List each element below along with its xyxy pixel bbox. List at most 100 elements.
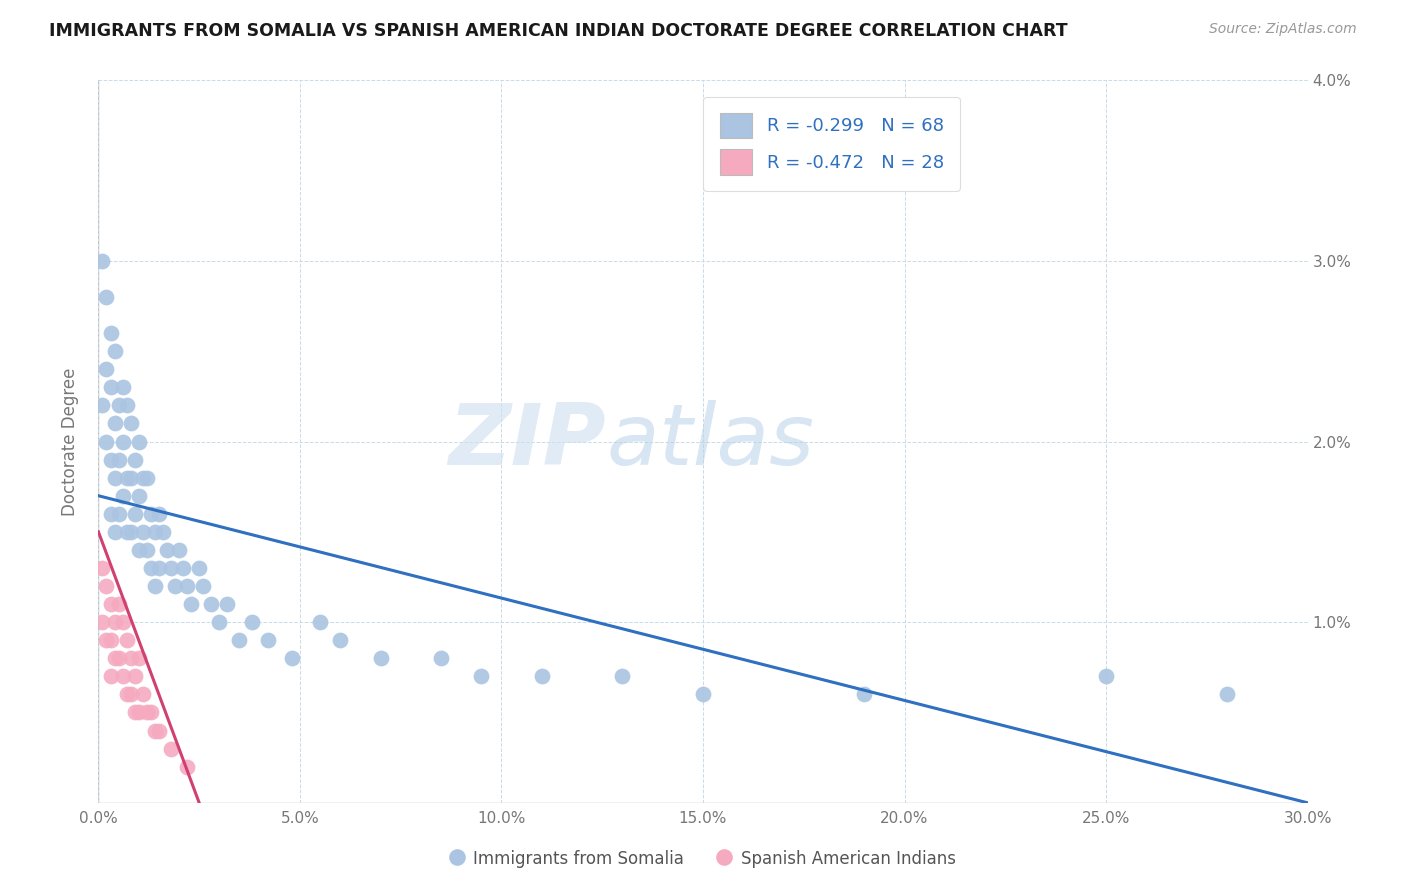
Point [124, 669, 146, 683]
Point [103, 615, 125, 630]
Point [115, 633, 138, 648]
Point [120, 651, 142, 665]
Point [111, 380, 134, 394]
Point [1216, 687, 1239, 701]
Point [281, 651, 304, 665]
Point [172, 561, 194, 575]
Point [132, 471, 155, 485]
Text: atlas: atlas [606, 400, 814, 483]
Point [139, 507, 162, 521]
Point [115, 687, 138, 701]
Point [1095, 669, 1118, 683]
Text: ZIP: ZIP [449, 400, 606, 483]
Point [530, 669, 553, 683]
Text: Source: ZipAtlas.com: Source: ZipAtlas.com [1209, 22, 1357, 37]
Point [128, 651, 150, 665]
Point [139, 561, 162, 575]
Point [180, 597, 202, 611]
Point [107, 452, 129, 467]
Point [91, 253, 114, 268]
Point [100, 326, 122, 340]
Point [103, 417, 125, 431]
Point [612, 669, 634, 683]
Point [135, 471, 157, 485]
Point [128, 706, 150, 720]
Point [143, 579, 166, 593]
Point [132, 687, 155, 701]
Point [240, 615, 263, 630]
Point [100, 452, 122, 467]
Point [124, 507, 146, 521]
Point [132, 524, 155, 539]
Point [163, 579, 186, 593]
Point [120, 471, 142, 485]
Point [107, 398, 129, 412]
Point [167, 542, 190, 557]
Point [91, 615, 114, 630]
Point [139, 706, 162, 720]
Point [193, 579, 215, 593]
Text: IMMIGRANTS FROM SOMALIA VS SPANISH AMERICAN INDIAN DOCTORATE DEGREE CORRELATION : IMMIGRANTS FROM SOMALIA VS SPANISH AMERI… [49, 22, 1067, 40]
Point [135, 542, 157, 557]
Point [128, 489, 150, 503]
Point [853, 687, 876, 701]
Point [115, 524, 138, 539]
Point [96, 579, 118, 593]
Point [470, 669, 492, 683]
Point [91, 398, 114, 412]
Point [103, 471, 125, 485]
Point [107, 597, 129, 611]
Point [111, 615, 134, 630]
Point [200, 597, 222, 611]
Point [120, 524, 142, 539]
Point [124, 452, 146, 467]
Point [430, 651, 453, 665]
Point [91, 561, 114, 575]
Point [208, 615, 231, 630]
Point [100, 507, 122, 521]
Point [115, 398, 138, 412]
Point [329, 633, 352, 648]
Point [309, 615, 332, 630]
Point [188, 561, 211, 575]
Point [152, 524, 174, 539]
Point [111, 669, 134, 683]
Point [148, 507, 170, 521]
Point [148, 561, 170, 575]
Point [370, 651, 392, 665]
Point [228, 633, 250, 648]
Point [148, 723, 170, 738]
Point [96, 633, 118, 648]
Y-axis label: Doctorate Degree: Doctorate Degree [60, 368, 79, 516]
Point [135, 706, 157, 720]
Point [124, 706, 146, 720]
Point [128, 542, 150, 557]
Point [120, 417, 142, 431]
Point [176, 760, 198, 774]
Point [692, 687, 714, 701]
Point [96, 362, 118, 376]
Point [128, 434, 150, 449]
Point [103, 344, 125, 359]
Point [111, 434, 134, 449]
Point [100, 597, 122, 611]
Point [103, 524, 125, 539]
Point [115, 471, 138, 485]
Point [111, 489, 134, 503]
Point [143, 524, 166, 539]
Point [256, 633, 278, 648]
Point [217, 597, 239, 611]
Point [107, 507, 129, 521]
Point [107, 651, 129, 665]
Point [100, 669, 122, 683]
Point [96, 290, 118, 304]
Point [96, 434, 118, 449]
Point [160, 561, 183, 575]
Point [143, 723, 166, 738]
Point [103, 651, 125, 665]
Point [100, 380, 122, 394]
Point [100, 633, 122, 648]
Point [160, 741, 183, 756]
Point [120, 687, 142, 701]
Point [176, 579, 198, 593]
